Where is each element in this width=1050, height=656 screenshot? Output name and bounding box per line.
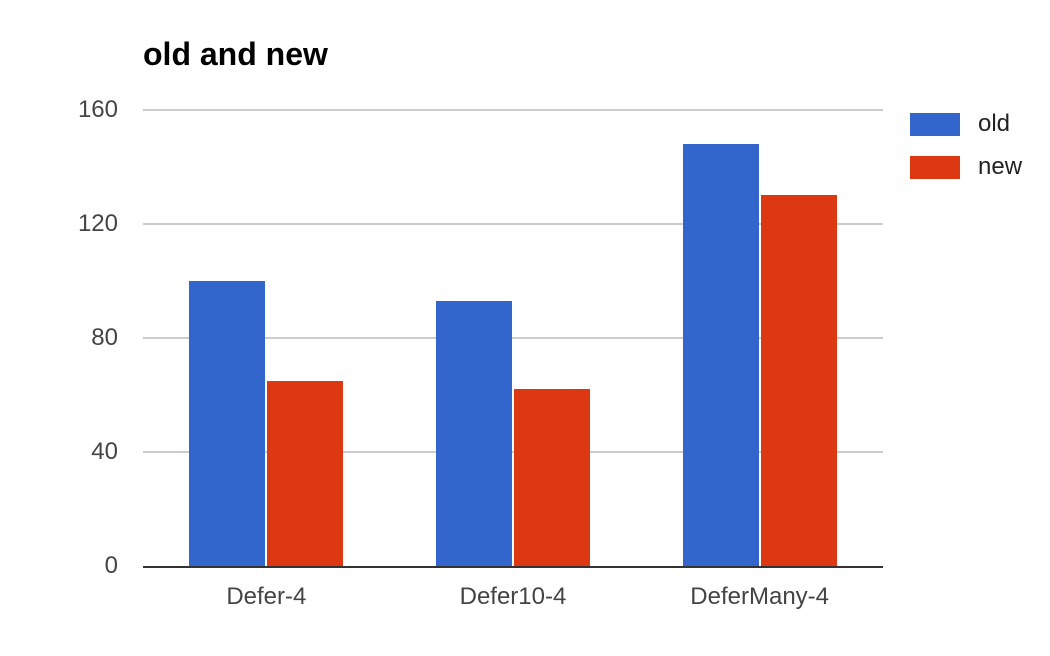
legend: old new bbox=[910, 110, 1022, 196]
chart-title: old and new bbox=[143, 36, 328, 72]
bar-new-Defer-4 bbox=[267, 381, 344, 566]
gridline-160 bbox=[143, 109, 883, 111]
gridline-80 bbox=[143, 337, 883, 339]
legend-label-old: old bbox=[978, 110, 1011, 137]
legend-swatch-old bbox=[910, 112, 960, 136]
plot-area bbox=[143, 109, 883, 568]
bar-group-Defer-4 bbox=[143, 110, 390, 566]
x-tick-DeferMany-4: DeferMany-4 bbox=[690, 583, 830, 610]
x-tick-Defer10-4: Defer10-4 bbox=[459, 583, 567, 610]
y-tick-0: 0 bbox=[104, 552, 118, 579]
legend-item-new: new bbox=[910, 153, 1022, 181]
y-tick-160: 160 bbox=[77, 96, 118, 123]
bar-old-Defer10-4 bbox=[435, 301, 512, 566]
gridline-120 bbox=[143, 223, 883, 225]
x-axis: Defer-4 Defer10-4 DeferMany-4 bbox=[143, 583, 883, 613]
y-tick-120: 120 bbox=[77, 210, 118, 237]
bar-group-DeferMany-4 bbox=[636, 110, 883, 566]
bar-new-Defer10-4 bbox=[513, 389, 590, 566]
bar-group-Defer10-4 bbox=[390, 110, 637, 566]
bar-old-Defer-4 bbox=[189, 281, 266, 566]
y-tick-40: 40 bbox=[91, 438, 118, 465]
bar-old-DeferMany-4 bbox=[682, 144, 759, 566]
x-tick-Defer-4: Defer-4 bbox=[226, 583, 307, 610]
bar-new-DeferMany-4 bbox=[760, 195, 837, 566]
legend-swatch-new bbox=[910, 155, 960, 179]
legend-item-old: old bbox=[910, 110, 1022, 138]
y-tick-80: 80 bbox=[91, 324, 118, 351]
gridline-40 bbox=[143, 451, 883, 453]
legend-label-new: new bbox=[978, 153, 1023, 180]
